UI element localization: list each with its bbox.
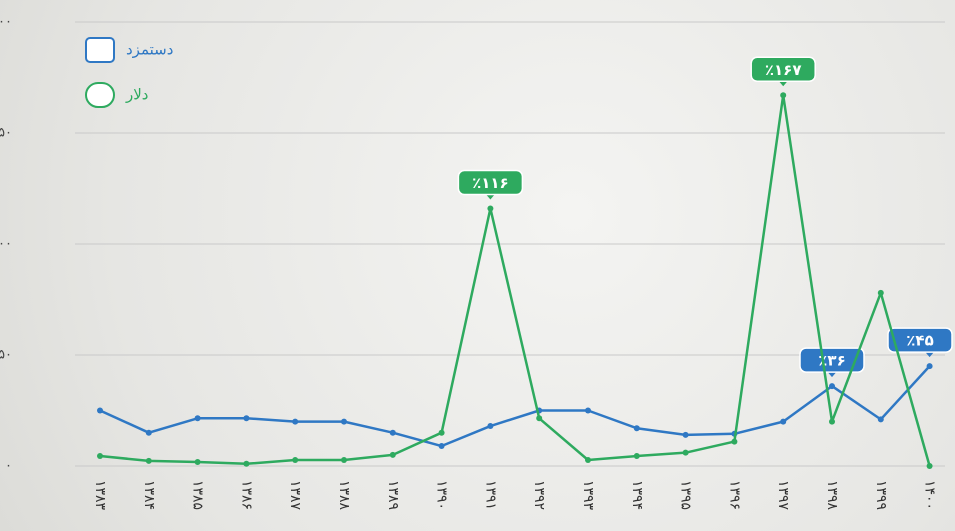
value-label-text: ٪۴۵ <box>906 332 933 350</box>
data-point <box>780 419 786 425</box>
data-point <box>634 453 640 459</box>
x-tick-label: ۱۳۹۲ <box>531 480 547 510</box>
data-point <box>97 408 103 414</box>
x-tick-label: ۱۳۹۳ <box>580 480 596 511</box>
x-tick-label: ۱۳۸۵ <box>190 480 206 510</box>
data-point <box>927 363 933 369</box>
data-point <box>195 459 201 465</box>
data-point <box>292 419 298 425</box>
x-tick-label: ۱۳۹۰ <box>434 480 450 510</box>
data-point <box>243 461 249 467</box>
legend-icon <box>86 83 114 107</box>
x-tick-label: ۱۳۹۸ <box>824 480 840 511</box>
y-tick-label: ٪ ۵۰ <box>0 348 12 363</box>
x-tick-label: ۱۳۹۷ <box>775 480 791 511</box>
x-tick-label: ۱۳۸۶ <box>238 480 254 510</box>
data-point <box>487 205 493 211</box>
x-tick-label: ۱۳۸۹ <box>385 480 401 510</box>
data-point <box>341 457 347 463</box>
data-point <box>487 423 493 429</box>
series-line <box>100 95 930 466</box>
legend-label: دلار <box>125 86 148 104</box>
data-point <box>585 408 591 414</box>
data-point <box>390 430 396 436</box>
value-label-text: ٪۱۶۷ <box>765 61 802 79</box>
value-label-text: ٪۱۱۶ <box>472 174 509 192</box>
x-tick-label: ۱۳۸۴ <box>141 480 157 510</box>
data-point <box>878 290 884 296</box>
data-point <box>927 463 933 469</box>
x-tick-label: ۱۳۹۱ <box>482 480 498 510</box>
data-point <box>292 457 298 463</box>
x-tick-label: ۱۳۸۷ <box>287 480 303 511</box>
x-tick-label: ۱۳۹۴ <box>629 480 645 510</box>
legend-icon <box>86 38 114 62</box>
y-tick-label: ٪ ۲۰۰ <box>0 15 12 30</box>
x-tick-label: ۱۳۸۳ <box>92 480 108 511</box>
data-point <box>439 443 445 449</box>
value-label: ٪۱۶۷ <box>751 57 815 86</box>
data-point <box>634 425 640 431</box>
data-point <box>195 415 201 421</box>
data-point <box>439 430 445 436</box>
x-tick-label: ۱۳۸۸ <box>336 480 352 511</box>
data-point <box>536 415 542 421</box>
data-point <box>390 452 396 458</box>
y-tick-label: ۰ <box>5 459 12 474</box>
y-tick-label: ٪ ۱۵۰ <box>0 126 12 141</box>
data-point <box>780 92 786 98</box>
legend-label: دستمزد <box>126 41 173 59</box>
x-tick-label: ۱۳۹۹ <box>873 480 889 510</box>
data-point <box>585 457 591 463</box>
chart: ۰ ٪ ۵۰ ٪ ۱۰۰ ٪ ۱۵۰ ٪ ۲۰۰ ۱۳۸۳ ۱۳۸۴ ۱۳۸۵ ۱۳۸۶ ۱۳۸۷… <box>0 0 955 531</box>
data-point <box>829 419 835 425</box>
x-tick-label: ۱۳۹۶ <box>726 480 742 510</box>
value-label: ٪۱۱۶ <box>458 170 522 199</box>
legend-item: دستمزد <box>86 38 173 62</box>
data-point <box>878 416 884 422</box>
data-point <box>243 415 249 421</box>
data-point <box>829 383 835 389</box>
data-point <box>97 453 103 459</box>
series-line <box>100 366 930 446</box>
x-tick-label: ۱۳۹۵ <box>678 480 694 510</box>
data-point <box>683 450 689 456</box>
legend-item: دلار <box>86 83 148 107</box>
data-point <box>146 458 152 464</box>
data-point <box>731 439 737 445</box>
data-point <box>341 419 347 425</box>
x-tick-label: ۱۴۰۰ <box>922 480 938 510</box>
data-point <box>683 432 689 438</box>
data-point <box>146 430 152 436</box>
y-tick-label: ٪ ۱۰۰ <box>0 237 12 252</box>
